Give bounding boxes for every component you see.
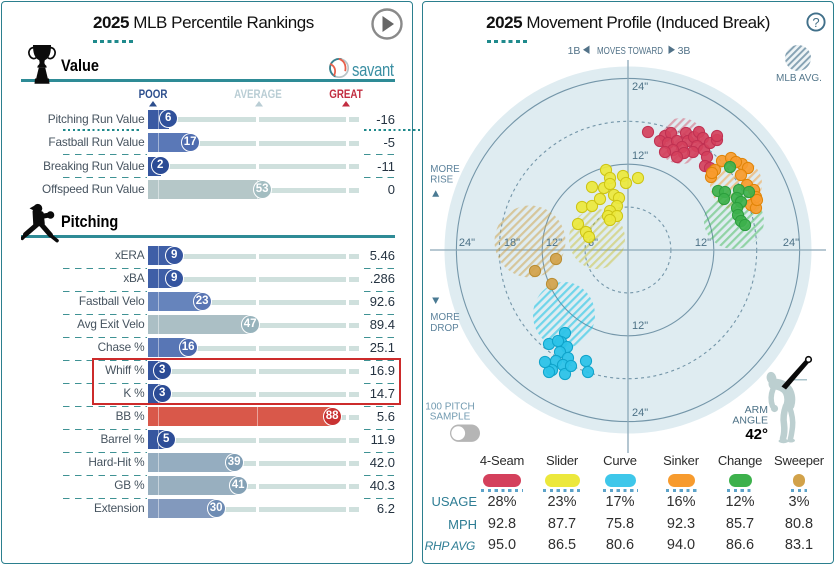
svg-text:RISE: RISE (430, 175, 453, 186)
svg-text:?: ? (812, 15, 819, 30)
svg-text:24": 24" (632, 407, 648, 419)
svg-text:DROP: DROP (430, 323, 459, 334)
svg-text:18": 18" (504, 237, 520, 249)
svg-text:24": 24" (783, 237, 799, 249)
svg-text:MOVES TOWARD: MOVES TOWARD (597, 45, 663, 57)
svg-text:MLB AVG.: MLB AVG. (776, 73, 822, 84)
svg-text:100 PITCH: 100 PITCH (425, 402, 474, 413)
svg-text:24": 24" (459, 237, 475, 249)
svg-text:ANGLE: ANGLE (732, 415, 768, 427)
svg-text:12": 12" (632, 320, 648, 332)
svg-text:12": 12" (632, 150, 648, 162)
svg-text:ARM: ARM (745, 404, 768, 416)
svg-text:12": 12" (695, 237, 711, 249)
svg-text:SAMPLE: SAMPLE (430, 412, 471, 423)
svg-text:3B: 3B (678, 45, 691, 57)
svg-text:42°: 42° (745, 426, 768, 443)
svg-text:12": 12" (546, 237, 562, 249)
svg-text:24": 24" (632, 81, 648, 93)
svg-text:6": 6" (588, 237, 598, 249)
svg-text:MORE: MORE (430, 312, 460, 323)
svg-text:MORE: MORE (430, 164, 460, 175)
svg-text:1B: 1B (568, 45, 581, 57)
